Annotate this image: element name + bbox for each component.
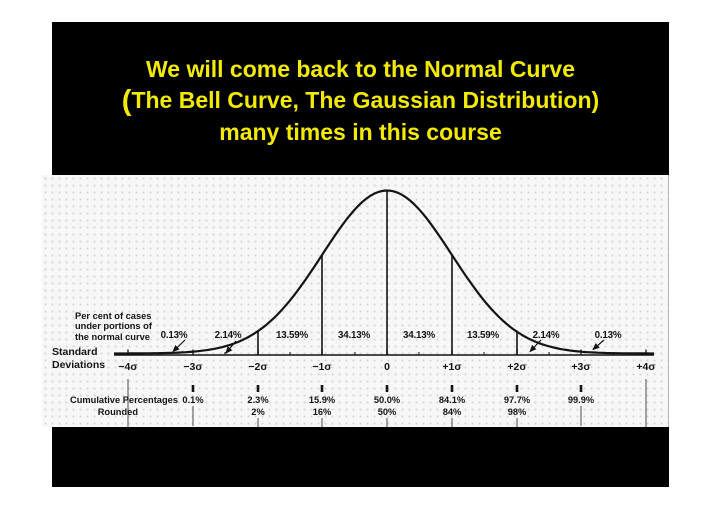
cumulative-value: 97.7% bbox=[503, 395, 531, 405]
arrow-left-0.13 bbox=[172, 339, 186, 353]
slide-title: We will come back to the Normal Curve (T… bbox=[52, 54, 669, 148]
arrow-left-2.14 bbox=[225, 340, 237, 354]
segment-percent-label: 0.13% bbox=[594, 330, 622, 341]
cumulative-row-ticks bbox=[191, 385, 583, 392]
axis-tick-label: 0 bbox=[384, 361, 390, 373]
title-line-1: We will come back to the Normal Curve bbox=[145, 56, 576, 82]
standard-deviations-line-1: Standard bbox=[52, 346, 98, 358]
cumulative-value: 15.9% bbox=[308, 395, 336, 405]
axis-tick-label: −4σ bbox=[118, 361, 138, 373]
cumulative-value: 99.9% bbox=[567, 395, 595, 405]
segment-percent-label: 13.59% bbox=[466, 330, 500, 341]
segment-percent-label: 34.13% bbox=[337, 330, 371, 341]
standard-deviations-label: Standard Deviations bbox=[52, 346, 105, 371]
percent-caption: Per cent of cases under portions of the … bbox=[75, 311, 152, 342]
segment-percent-label: 34.13% bbox=[402, 330, 436, 341]
normal-curve-figure: Per cent of cases under portions of the … bbox=[42, 175, 669, 427]
axis-tick-label: +2σ bbox=[507, 361, 527, 373]
cumulative-value: 84.1% bbox=[438, 395, 466, 405]
axis-major-ticks bbox=[127, 349, 647, 355]
axis-tick-label: −1σ bbox=[312, 361, 332, 373]
rounded-value: 84% bbox=[442, 407, 462, 417]
segment-percent-label: 13.59% bbox=[275, 330, 309, 341]
rounded-label: Rounded bbox=[97, 407, 138, 417]
rounded-value: 50% bbox=[377, 407, 397, 417]
cumulative-percentages-label: Cumulative Percentages bbox=[70, 395, 178, 405]
sigma-drop-lines bbox=[257, 190, 518, 355]
title-line-2-text: The Bell Curve, The Gaussian Distributio… bbox=[131, 87, 600, 113]
axis-tick-label: +4σ bbox=[636, 361, 656, 373]
axis-tick-label: +1σ bbox=[442, 361, 462, 373]
title-line-2: (The Bell Curve, The Gaussian Distributi… bbox=[52, 85, 669, 117]
percent-caption-line-2: under portions of bbox=[75, 321, 152, 332]
percent-caption-line-1: Per cent of cases bbox=[75, 311, 152, 321]
title-open-paren: ( bbox=[121, 85, 132, 117]
arrow-right-0.13 bbox=[592, 339, 605, 351]
rounded-value: 16% bbox=[312, 407, 332, 417]
axis-tick-label: +3σ bbox=[571, 361, 591, 373]
cumulative-value: 0.1% bbox=[182, 395, 204, 405]
cumulative-value: 2.3% bbox=[247, 395, 269, 405]
segment-percent-label: 0.13% bbox=[160, 330, 188, 341]
axis-tick-label: −2σ bbox=[248, 361, 268, 373]
bottom-column-lines bbox=[127, 379, 647, 427]
arrow-right-2.14 bbox=[529, 339, 542, 353]
segment-percent-label: 2.14% bbox=[214, 330, 242, 341]
rounded-value: 2% bbox=[251, 407, 265, 417]
segment-percent-label: 2.14% bbox=[532, 330, 560, 341]
normal-curve-drawing bbox=[114, 189, 654, 427]
bell-curve-path bbox=[114, 189, 654, 355]
axis-tick-label: −3σ bbox=[183, 361, 203, 373]
cumulative-value: 50.0% bbox=[373, 395, 401, 405]
title-line-3: many times in this course bbox=[219, 119, 502, 145]
percent-caption-line-3: the normal curve bbox=[75, 331, 150, 342]
rounded-value: 98% bbox=[507, 407, 527, 417]
axis-minor-ticks bbox=[159, 352, 615, 355]
standard-deviations-line-2: Deviations bbox=[52, 358, 106, 371]
